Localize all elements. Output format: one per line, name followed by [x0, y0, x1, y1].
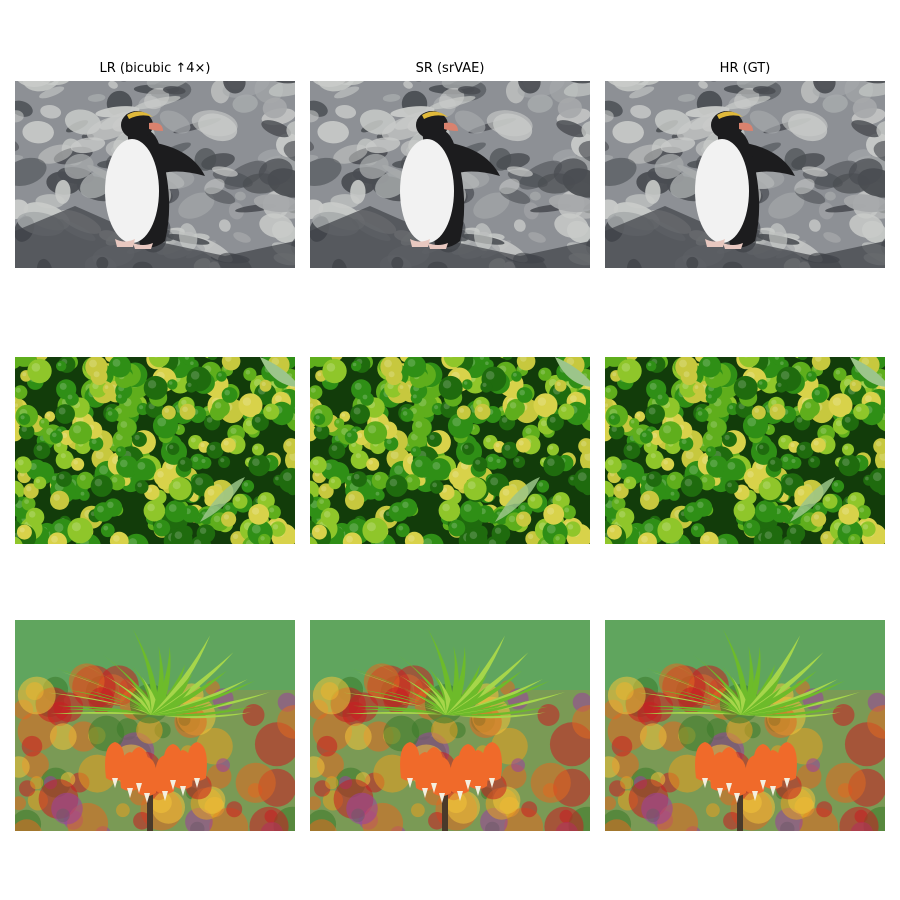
- column-title-hr: HR (GT): [605, 60, 885, 78]
- image-flower-hr: [605, 620, 885, 831]
- image-penguin-sr: [310, 81, 590, 268]
- column-title-sr: SR (srVAE): [310, 60, 590, 78]
- column-title-lr: LR (bicubic ↑4×): [15, 60, 295, 78]
- image-penguin-lr: [15, 81, 295, 268]
- image-flower-sr: [310, 620, 590, 831]
- image-citrus-sr: [310, 357, 590, 544]
- image-flower-lr: [15, 620, 295, 831]
- image-citrus-lr: [15, 357, 295, 544]
- image-citrus-hr: [605, 357, 885, 544]
- image-penguin-hr: [605, 81, 885, 268]
